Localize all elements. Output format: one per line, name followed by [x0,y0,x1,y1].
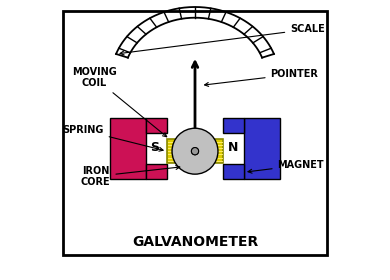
Bar [244,118,280,179]
Text: N: N [228,141,238,153]
Bar [110,118,146,179]
Bar [223,164,244,179]
Bar [167,139,223,163]
Bar [146,118,167,133]
Text: MAGNET: MAGNET [248,160,324,173]
Text: MOVING
COIL: MOVING COIL [72,67,167,137]
Bar [64,11,326,255]
Bar [146,164,167,179]
Circle shape [172,128,218,174]
Text: S: S [150,141,159,153]
Text: GALVANOMETER: GALVANOMETER [132,235,258,249]
Circle shape [191,148,199,155]
Text: IRON
CORE: IRON CORE [81,165,180,187]
Text: SCALE: SCALE [120,24,325,55]
Text: SPRING: SPRING [62,125,163,151]
Bar [223,118,244,133]
Text: POINTER: POINTER [205,69,319,87]
Circle shape [191,148,199,155]
